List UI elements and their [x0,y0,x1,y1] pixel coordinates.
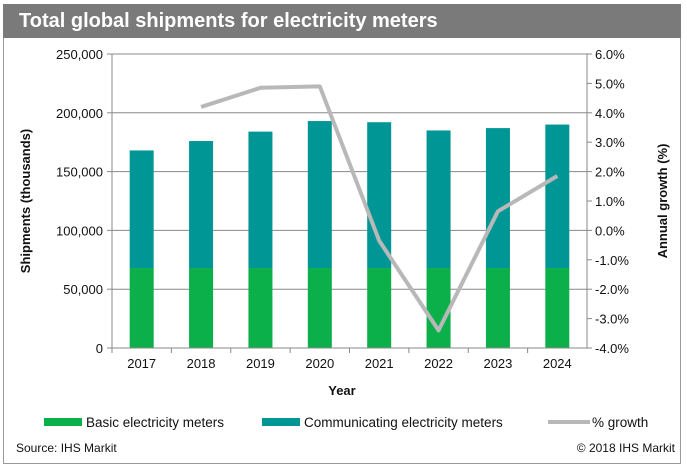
chart-title: Total global shipments for electricity m… [3,4,681,38]
y2-tick-label: 6.0% [595,47,625,62]
y2-tick-label: 2.0% [595,165,625,180]
y2-tick-label: -4.0% [595,341,629,356]
bar-basic [129,268,154,348]
y-tick-label: 200,000 [56,106,103,121]
y2-tick-label: 1.0% [595,194,625,209]
y2-tick-label: -1.0% [595,253,629,268]
legend-label-basic: Basic electricity meters [86,415,224,430]
copyright-note: © 2018 IHS Markit [577,441,676,455]
y-tick-label: 100,000 [56,223,103,238]
bar-communicating [129,150,154,269]
source-note: Source: IHS Markit [16,441,117,455]
legend-swatch-communicating [262,418,300,426]
legend-swatch-basic [44,418,82,426]
y-axis-label: Shipments (thousands) [18,129,33,273]
y-tick-label: 0 [96,341,103,356]
y-tick-label: 250,000 [56,47,103,62]
bar-communicating [189,141,214,269]
x-tick-label: 2024 [543,356,572,371]
y2-tick-label: -3.0% [595,312,629,327]
bar-communicating [426,130,451,269]
bar-basic [189,268,214,348]
x-tick-label: 2021 [365,356,394,371]
bar-communicating [367,122,392,269]
bar-basic [426,268,451,348]
x-tick-label: 2019 [246,356,275,371]
y2-axis-label: Annual growth (%) [655,144,670,259]
y-tick-label: 50,000 [63,282,103,297]
x-tick-label: 2023 [483,356,512,371]
bar-communicating [485,128,510,269]
legend-label-communicating: Communicating electricity meters [304,415,503,430]
bar-communicating [307,121,332,269]
x-tick-label: 2017 [127,356,156,371]
y2-tick-label: -2.0% [595,282,629,297]
x-axis-label: Year [328,383,355,398]
y2-tick-label: 3.0% [595,135,625,150]
bar-basic [307,268,332,348]
y2-tick-label: 4.0% [595,106,625,121]
y2-tick-label: 5.0% [595,76,625,91]
bar-basic [545,268,570,348]
legend-label-growth: % growth [592,415,648,430]
bar-communicating [545,124,570,269]
bar-communicating [248,131,273,269]
x-tick-label: 2022 [424,356,453,371]
y2-tick-label: 0.0% [595,223,625,238]
bar-basic [367,268,392,348]
x-tick-label: 2018 [187,356,216,371]
x-tick-label: 2020 [305,356,334,371]
y-tick-label: 150,000 [56,165,103,180]
bar-basic [485,268,510,348]
bar-basic [248,268,273,348]
